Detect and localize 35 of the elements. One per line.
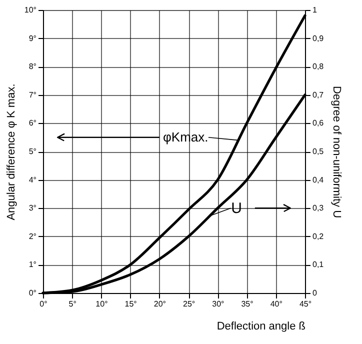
y-tick-label: 10°: [24, 6, 36, 14]
y-tick-label: 9°: [28, 34, 36, 43]
x-tick-label: 20°: [154, 300, 166, 308]
y2-tick-label: 0: [312, 288, 318, 298]
y2-tick-label: 0,6: [312, 118, 324, 128]
x-tick-label: 25°: [183, 300, 196, 308]
y-tick-label: 3°: [28, 204, 36, 213]
y2-tick-label: 1: [312, 6, 318, 14]
y2-tick-label: 0,5: [312, 147, 324, 156]
y2-axis-title: Degree of non-uniformity U: [330, 86, 343, 218]
y-axis-title: Angular difference φ K max.: [5, 84, 18, 220]
y2-tick-label: 0,8: [312, 62, 324, 72]
y2-tick-label: 0,2: [312, 232, 324, 241]
y2-tick-label: 0,3: [312, 204, 324, 213]
y-tick-label: 5°: [28, 147, 36, 156]
x-tick-label: 0°: [40, 300, 48, 308]
x-tick-label: 15°: [124, 300, 137, 308]
x-tick-label: 40°: [270, 300, 282, 308]
y-tick-label: 6°: [28, 118, 36, 128]
y-tick-label: 1°: [28, 260, 36, 270]
y-tick-label: 2°: [28, 232, 36, 241]
x-tick-label: 35°: [241, 300, 254, 308]
x-tick-label: 30°: [212, 300, 224, 308]
x-axis-title: Deflection angle ß: [216, 320, 306, 332]
y-tick-label: 7°: [28, 90, 36, 100]
y2-tick-label: 0,1: [312, 260, 324, 270]
x-tick-label: 10°: [96, 300, 108, 308]
y-tick-label: 0°: [28, 288, 36, 298]
x-tick-label: 45°: [299, 300, 312, 308]
x-tick-label: 5°: [68, 300, 76, 308]
y2-tick-label: 0,9: [312, 34, 324, 43]
y2-tick-label: 0,4: [312, 175, 324, 184]
y-tick-label: 8°: [28, 62, 36, 72]
y2-tick-label: 0,7: [312, 90, 324, 100]
y-tick-label: 4°: [28, 175, 36, 184]
